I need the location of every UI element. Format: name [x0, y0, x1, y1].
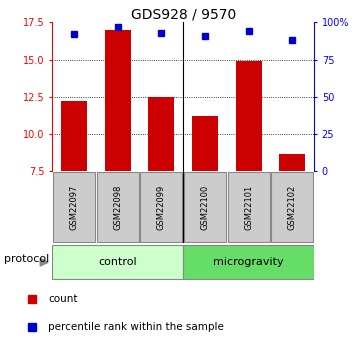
Text: GSM22102: GSM22102: [288, 184, 297, 230]
Text: GSM22099: GSM22099: [157, 184, 166, 230]
Bar: [236, 61, 262, 171]
Text: GSM22097: GSM22097: [70, 184, 79, 230]
Bar: [53, 172, 95, 242]
Text: GSM22100: GSM22100: [200, 184, 209, 230]
Bar: [271, 172, 313, 242]
Bar: [97, 172, 139, 242]
Bar: [140, 172, 182, 242]
Text: control: control: [99, 257, 137, 267]
Text: GSM22101: GSM22101: [244, 184, 253, 230]
Bar: [192, 116, 218, 171]
Text: protocol: protocol: [4, 254, 49, 264]
Text: GSM22098: GSM22098: [113, 184, 122, 230]
Bar: [184, 172, 226, 242]
Bar: [228, 172, 270, 242]
Text: count: count: [48, 294, 77, 304]
Bar: [61, 101, 87, 171]
Bar: [183, 245, 314, 279]
Bar: [105, 30, 131, 171]
Bar: [148, 97, 174, 171]
Text: percentile rank within the sample: percentile rank within the sample: [48, 322, 224, 332]
Bar: [52, 245, 183, 279]
Title: GDS928 / 9570: GDS928 / 9570: [131, 7, 236, 21]
Bar: [279, 155, 305, 171]
Text: microgravity: microgravity: [213, 257, 284, 267]
